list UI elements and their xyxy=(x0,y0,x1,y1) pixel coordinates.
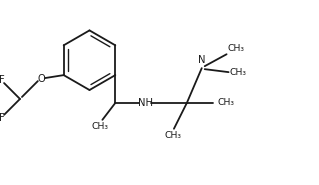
Text: CH₃: CH₃ xyxy=(164,131,182,140)
Text: F: F xyxy=(0,113,5,123)
Text: CH₃: CH₃ xyxy=(230,68,247,77)
Text: CH₃: CH₃ xyxy=(218,98,235,107)
Text: O: O xyxy=(38,74,46,84)
Text: N: N xyxy=(198,55,205,65)
Text: CH₃: CH₃ xyxy=(227,44,245,53)
Text: CH₃: CH₃ xyxy=(92,122,109,131)
Text: NH: NH xyxy=(137,98,152,108)
Text: F: F xyxy=(0,75,5,85)
